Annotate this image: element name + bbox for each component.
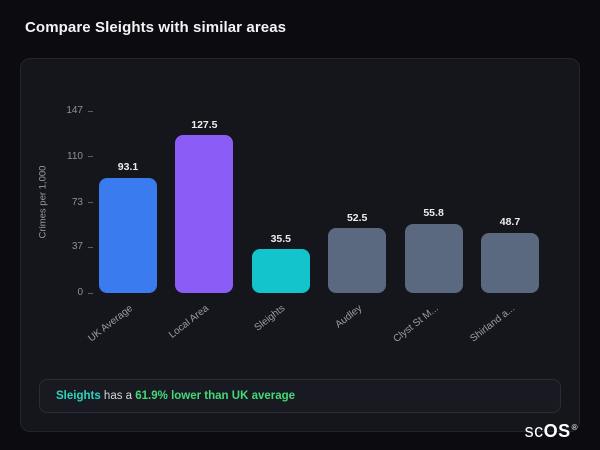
- y-axis-tick-mark: [88, 292, 93, 294]
- x-axis-tick-label: Audley: [333, 303, 364, 331]
- y-axis-label: Crimes per 1,000: [37, 165, 49, 239]
- registered-trademark-icon: ®: [571, 423, 578, 432]
- bar: [99, 177, 157, 293]
- bar-slot: 35.5 Sleights: [251, 111, 310, 334]
- y-axis-tick: 37: [72, 242, 99, 252]
- bar-value-label: 127.5: [191, 118, 218, 131]
- bar: [328, 228, 387, 293]
- y-axis-tick-mark: [88, 110, 93, 112]
- bar-slot: 93.1 UK Average: [86, 111, 157, 344]
- x-axis-tick-label: Clyst St M...: [391, 303, 441, 345]
- bar-slot: 127.5 Local Area: [167, 111, 234, 341]
- plot-area: 0 37 73 110 147 93.1 UK Average 127.5 Local Area…: [66, 106, 539, 345]
- note-middle-text: has a: [100, 390, 136, 402]
- bar-value-label: 35.5: [270, 232, 291, 245]
- y-axis-tick-label: 37: [71, 241, 83, 253]
- bar-slot: 55.8 Clyst St M...: [391, 111, 463, 345]
- y-axis-tick-mark: [88, 246, 93, 248]
- y-axis-tick-label: 147: [66, 105, 83, 116]
- bars-group: 93.1 UK Average 127.5 Local Area 35.5 Sleight…: [86, 111, 539, 345]
- y-axis-tick-label: 110: [67, 150, 83, 162]
- bar: [480, 232, 539, 293]
- bar-value-label: 55.8: [423, 207, 444, 220]
- y-axis-tick-mark: [88, 202, 93, 204]
- x-axis-tick-label: UK Average: [86, 303, 135, 345]
- bar: [251, 249, 310, 293]
- x-axis-tick-label: Sleights: [252, 303, 288, 334]
- chart-card: Crimes per 1,000 0 37 73 110 147 93.1 UK Avera…: [20, 58, 580, 432]
- note-highlight: 61.9% lower than UK average: [135, 390, 296, 402]
- y-axis-tick: 73: [71, 196, 99, 208]
- summary-note: Sleights has a 61.9% lower than UK avera…: [39, 379, 561, 413]
- brand-text-light: sc: [524, 421, 544, 441]
- y-axis-tick: 110: [67, 150, 99, 162]
- bar: [175, 135, 234, 293]
- bar: [404, 223, 463, 293]
- page-title: Compare Sleights with similar areas: [25, 19, 287, 36]
- y-axis-tick: 0: [77, 288, 99, 298]
- brand-text-bold: OS: [543, 421, 571, 441]
- bar-value-label: 48.7: [499, 216, 521, 229]
- y-axis-tick-label: 0: [77, 287, 83, 298]
- x-axis-tick-label: Local Area: [167, 303, 212, 341]
- x-axis-tick-label: Shirland a...: [467, 303, 517, 345]
- bar-slot: 52.5 Audley: [328, 111, 387, 330]
- bar-value-label: 52.5: [346, 211, 368, 224]
- bar-value-label: 93.1: [117, 161, 139, 174]
- note-area-name: Sleights: [56, 390, 101, 402]
- y-axis-tick-mark: [88, 156, 93, 158]
- y-axis-tick: 147: [66, 106, 99, 116]
- brand-logo: scOS®: [525, 422, 578, 440]
- bar-slot: 48.7 Shirland a...: [468, 111, 539, 345]
- y-axis-tick-label: 73: [71, 196, 83, 208]
